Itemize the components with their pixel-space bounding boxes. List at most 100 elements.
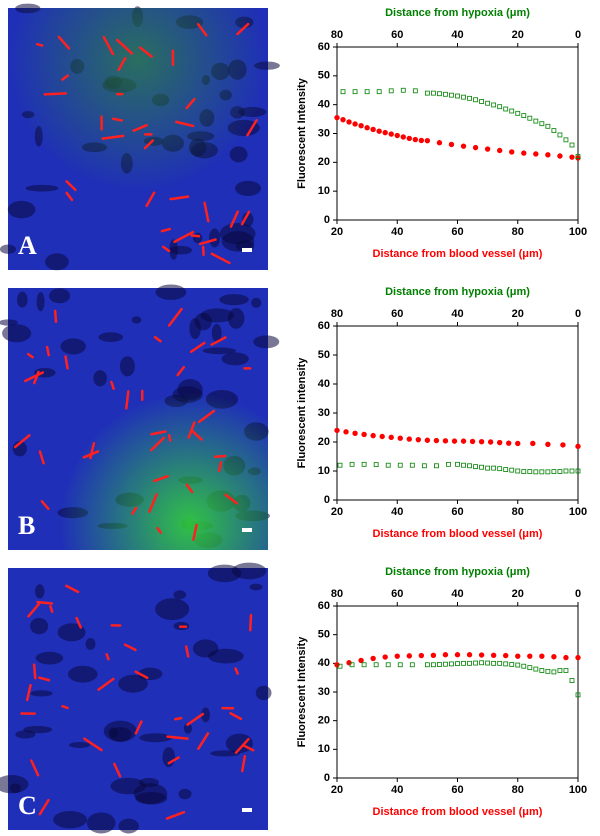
data-point — [479, 464, 485, 470]
dark-region — [85, 638, 96, 650]
data-point — [364, 125, 370, 131]
data-point — [424, 662, 430, 668]
data-point — [466, 652, 473, 658]
data-point — [349, 461, 355, 467]
vessel — [197, 732, 210, 750]
y-tick-label: 60 — [318, 41, 330, 53]
data-point — [460, 143, 467, 149]
y-tick-label: 60 — [318, 600, 330, 612]
x-axis-title: Distance from blood vessel (μm) — [373, 806, 543, 818]
data-point — [527, 115, 533, 121]
data-point — [337, 663, 343, 669]
x2-tick-label: 60 — [391, 588, 403, 600]
data-point — [337, 462, 343, 468]
y-tick-label: 20 — [318, 156, 330, 168]
data-point — [406, 653, 412, 659]
vessel — [36, 42, 44, 47]
data-point — [521, 663, 527, 669]
data-point — [473, 464, 478, 470]
data-point — [490, 652, 497, 659]
vessel — [57, 35, 71, 50]
data-point — [473, 97, 478, 103]
vessel — [156, 526, 162, 534]
dark-region — [118, 674, 148, 693]
data-point — [397, 462, 403, 468]
y-tick-label: 50 — [318, 629, 330, 641]
y-tick-label: 30 — [318, 127, 330, 139]
dark-region — [207, 648, 244, 664]
y-axis-title: Fluorescent Intensity — [296, 77, 308, 189]
data-point — [385, 462, 391, 468]
vessel — [186, 712, 205, 726]
data-point — [551, 669, 557, 675]
data-point — [412, 136, 419, 143]
data-point — [388, 131, 394, 137]
vessel — [32, 663, 37, 680]
vessel — [138, 46, 153, 58]
data-point — [455, 461, 460, 467]
vessel — [184, 645, 190, 658]
dark-region — [34, 584, 45, 599]
vessel — [241, 744, 255, 752]
vessel — [131, 506, 138, 515]
data-point — [485, 660, 491, 666]
vessel — [112, 117, 124, 122]
x-tick-label: 40 — [391, 784, 403, 796]
x-tick-label: 100 — [569, 506, 587, 518]
vessel — [65, 584, 80, 594]
data-point — [373, 462, 379, 468]
x2-tick-label: 80 — [331, 308, 343, 320]
data-point — [539, 668, 545, 673]
x2-tick-label: 40 — [451, 308, 463, 320]
data-point — [409, 462, 415, 468]
vessel — [234, 737, 250, 754]
data-point — [557, 132, 563, 138]
data-point — [385, 662, 391, 668]
data-point — [563, 137, 569, 143]
data-point — [485, 100, 491, 106]
vessel — [117, 56, 127, 72]
vessel — [210, 336, 227, 346]
dark-region — [178, 788, 192, 800]
data-point — [361, 662, 367, 668]
vessel — [24, 371, 45, 383]
dark-region — [108, 727, 118, 738]
data-point — [449, 92, 454, 98]
data-point — [340, 89, 346, 95]
data-point — [575, 443, 581, 450]
dark-region — [255, 685, 272, 701]
data-point — [533, 118, 539, 124]
data-point — [424, 90, 430, 96]
data-point — [484, 146, 491, 152]
y-tick-label: 10 — [318, 743, 330, 755]
x2-tick-label: 40 — [451, 588, 463, 600]
x2-tick-label: 20 — [512, 29, 524, 41]
data-point — [545, 441, 551, 448]
data-point — [569, 142, 575, 148]
x-tick-label: 20 — [331, 226, 343, 238]
dark-region — [225, 733, 253, 754]
y-tick-label: 10 — [318, 465, 330, 477]
vessel — [190, 234, 201, 238]
dark-region — [57, 623, 86, 642]
y-tick-label: 0 — [324, 494, 330, 506]
vessel — [165, 810, 186, 820]
vessel — [134, 720, 143, 735]
vessel — [143, 139, 155, 150]
data-point — [397, 435, 403, 441]
x-tick-label: 20 — [331, 506, 343, 518]
vessel — [161, 245, 171, 253]
vessel — [61, 704, 69, 710]
data-point — [406, 135, 412, 142]
x2-axis-title: Distance from hypoxia (μm) — [385, 7, 530, 19]
data-point — [448, 141, 455, 148]
vessel — [153, 335, 162, 343]
dark-region — [67, 665, 98, 683]
data-point — [473, 660, 478, 666]
y-tick-label: 0 — [324, 214, 330, 226]
x2-tick-label: 20 — [512, 308, 524, 320]
vessel — [134, 670, 149, 680]
vessel — [123, 643, 137, 652]
data-point — [496, 439, 503, 446]
